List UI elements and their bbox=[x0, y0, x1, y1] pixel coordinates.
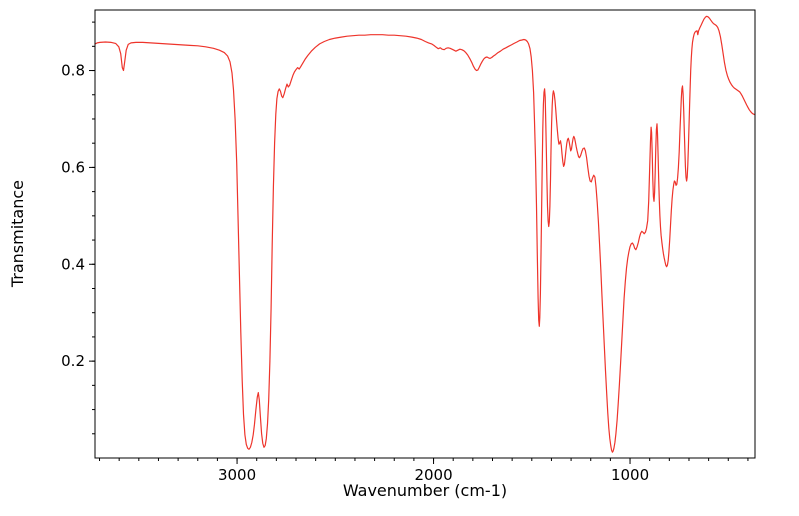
tick-labels: 3000 2000 1000 0.2 0.4 0.6 0.8 bbox=[61, 62, 649, 484]
x-tick-label: 3000 bbox=[218, 466, 256, 484]
spectrum-line bbox=[94, 15, 756, 453]
x-axis-label: Wavenumber (cm-1) bbox=[342, 481, 508, 500]
y-tick-label: 0.2 bbox=[61, 352, 85, 370]
y-axis-label: Transmitance bbox=[7, 180, 27, 288]
y-tick-label: 0.6 bbox=[61, 158, 85, 176]
axis-ticks bbox=[89, 21, 749, 464]
plot-frame bbox=[94, 9, 756, 459]
x-tick-label: 1000 bbox=[611, 466, 649, 484]
x-tick-label: 2000 bbox=[414, 466, 452, 484]
y-axis-label-container: Transmitance bbox=[6, 10, 28, 458]
y-tick-label: 0.8 bbox=[61, 62, 85, 80]
y-tick-label: 0.4 bbox=[61, 255, 85, 273]
